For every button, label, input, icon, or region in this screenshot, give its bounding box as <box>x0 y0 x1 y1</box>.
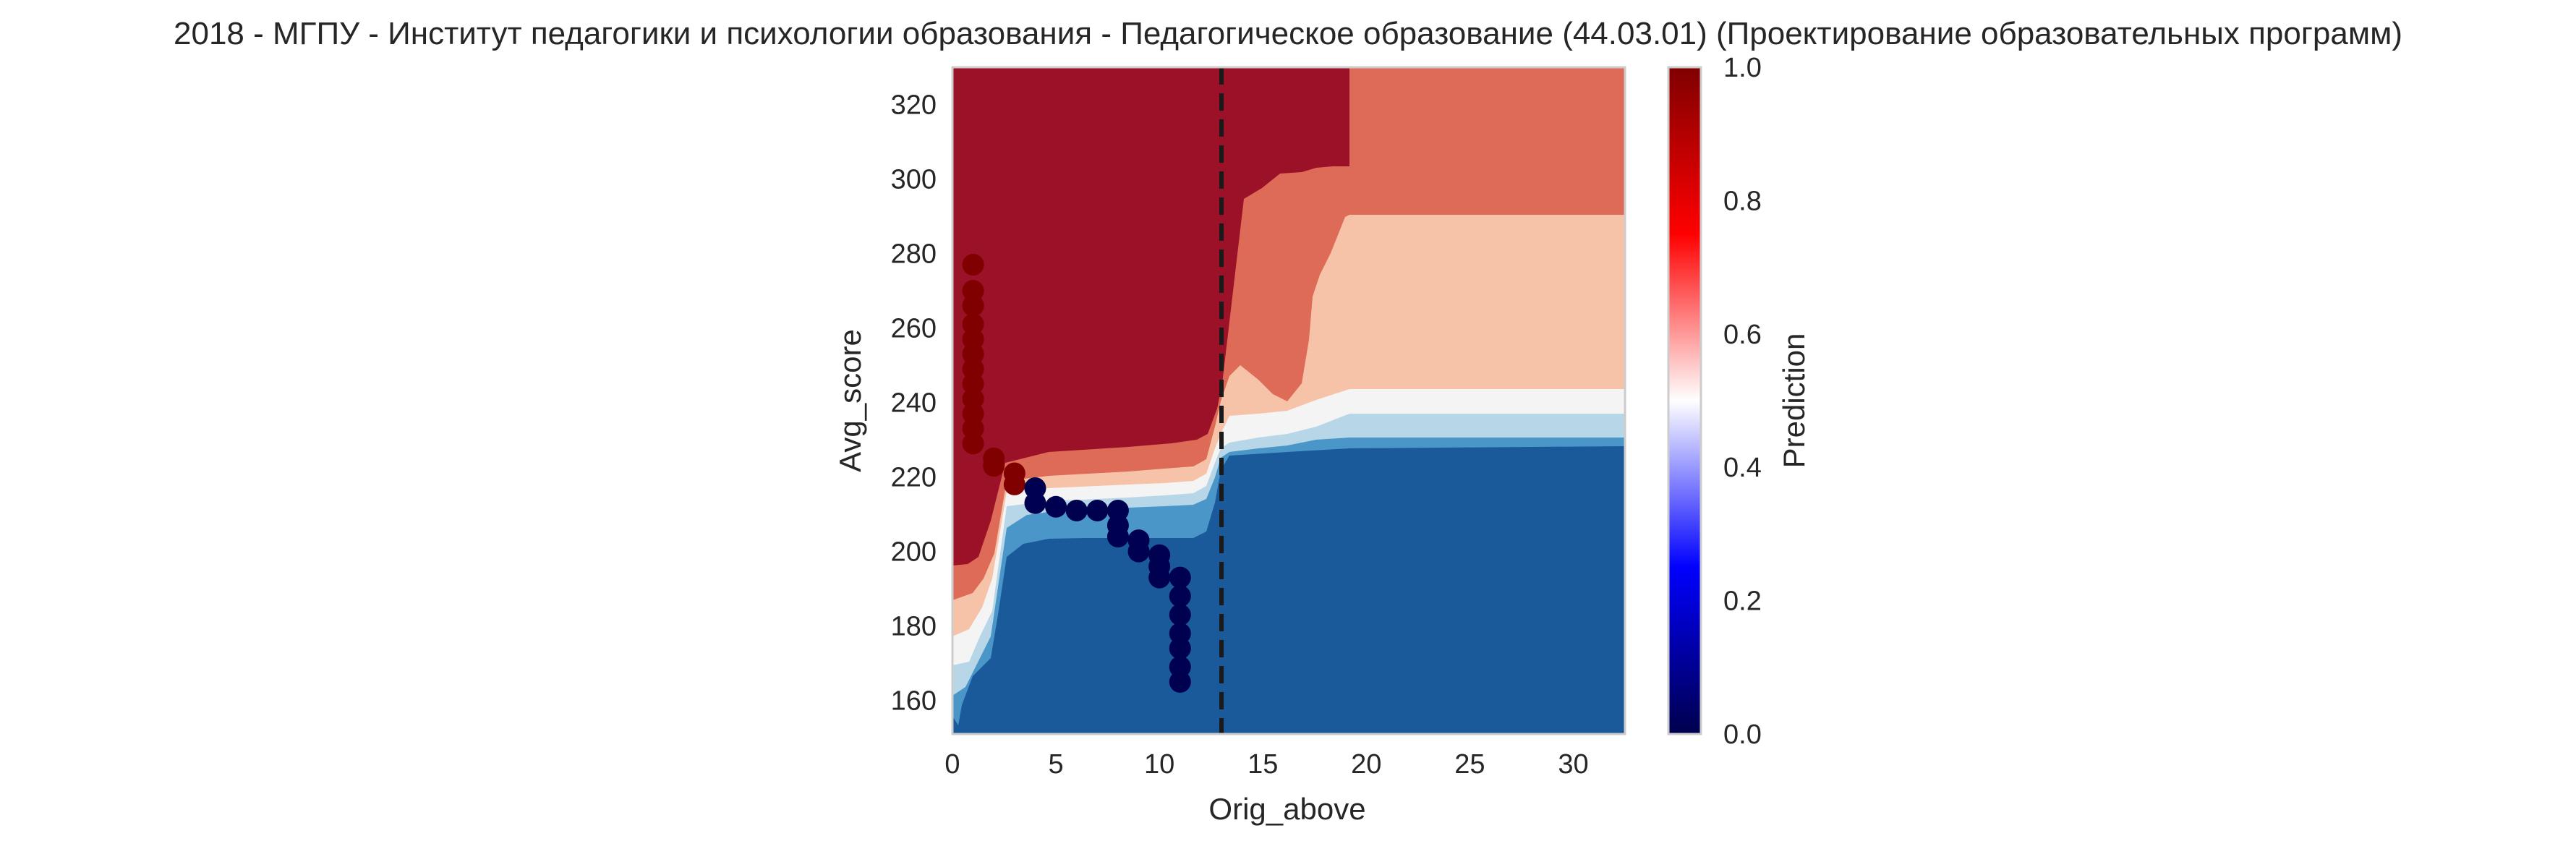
colorbar-gradient <box>1667 66 1702 735</box>
scatter-point <box>962 432 984 455</box>
x-tick-label: 0 <box>944 749 960 780</box>
scatter-point <box>962 403 984 425</box>
x-axis-label: Orig_above <box>1208 792 1365 826</box>
y-tick-label: 220 <box>891 463 937 493</box>
scatter-point <box>1106 526 1129 548</box>
scatter-points <box>962 253 1191 693</box>
scatter-point <box>962 372 984 395</box>
scatter-point <box>1086 499 1109 521</box>
scatter-point <box>962 417 984 440</box>
y-tick-label: 300 <box>891 165 937 195</box>
colorbar-tick-label: 0.6 <box>1723 320 1762 350</box>
scatter-point <box>1003 473 1025 495</box>
plot-frame <box>951 66 1626 735</box>
x-tick-label: 30 <box>1558 749 1588 780</box>
scatter-point <box>1169 670 1191 693</box>
scatter-point <box>1024 492 1046 514</box>
x-tick-label: 10 <box>1144 749 1174 780</box>
x-axis-ticks: 0 5 10 15 20 25 30 <box>944 749 1588 780</box>
colorbar: 0.0 0.2 0.4 0.6 0.8 1.0 Prediction <box>1667 53 1811 750</box>
scatter-point <box>962 253 984 276</box>
scatter-point <box>1169 566 1191 589</box>
x-tick-label: 20 <box>1351 749 1381 780</box>
scatter-point <box>962 294 984 317</box>
scatter-point <box>962 358 984 380</box>
scatter-point <box>962 313 984 336</box>
scatter-point <box>1127 540 1150 563</box>
colorbar-label: Prediction <box>1777 333 1811 469</box>
y-tick-label: 200 <box>891 537 937 568</box>
scatter-point <box>1148 566 1171 589</box>
scatter-point <box>1169 656 1191 678</box>
scatter-point <box>1045 495 1067 518</box>
y-tick-label: 180 <box>891 612 937 642</box>
plot-area <box>952 67 1625 734</box>
scatter-point <box>1106 499 1129 521</box>
colorbar-tick-label: 0.0 <box>1723 720 1762 750</box>
y-tick-label: 280 <box>891 239 937 270</box>
scatter-point <box>1169 585 1191 607</box>
scatter-point <box>983 455 1005 477</box>
colorbar-tick-label: 0.8 <box>1723 186 1762 216</box>
chart-title: 2018 - МГПУ - Институт педагогики и псих… <box>174 16 2402 51</box>
scatter-point <box>962 328 984 351</box>
x-tick-label: 25 <box>1454 749 1485 780</box>
scatter-point <box>1169 637 1191 660</box>
scatter-point <box>962 343 984 365</box>
scatter-point <box>1169 622 1191 644</box>
contour-band-0.1 <box>952 446 1625 734</box>
y-axis-ticks: 160 180 200 220 240 260 280 300 320 <box>891 90 937 717</box>
y-tick-label: 320 <box>891 90 937 121</box>
scatter-point <box>962 280 984 302</box>
scatter-point <box>1024 477 1046 500</box>
y-tick-label: 240 <box>891 388 937 419</box>
y-axis-label: Avg_score <box>833 329 867 472</box>
x-tick-label: 15 <box>1248 749 1278 780</box>
y-tick-label: 160 <box>891 686 937 717</box>
y-tick-label: 260 <box>891 314 937 344</box>
x-tick-label: 5 <box>1049 749 1064 780</box>
scatter-point <box>1065 499 1088 521</box>
colorbar-tick-label: 1.0 <box>1723 53 1762 83</box>
colorbar-tick-label: 0.2 <box>1723 586 1762 617</box>
colorbar-ticks: 0.0 0.2 0.4 0.6 0.8 1.0 <box>1723 53 1762 750</box>
colorbar-tick-label: 0.4 <box>1723 453 1762 483</box>
scatter-point <box>1169 604 1191 626</box>
scatter-point <box>962 388 984 410</box>
